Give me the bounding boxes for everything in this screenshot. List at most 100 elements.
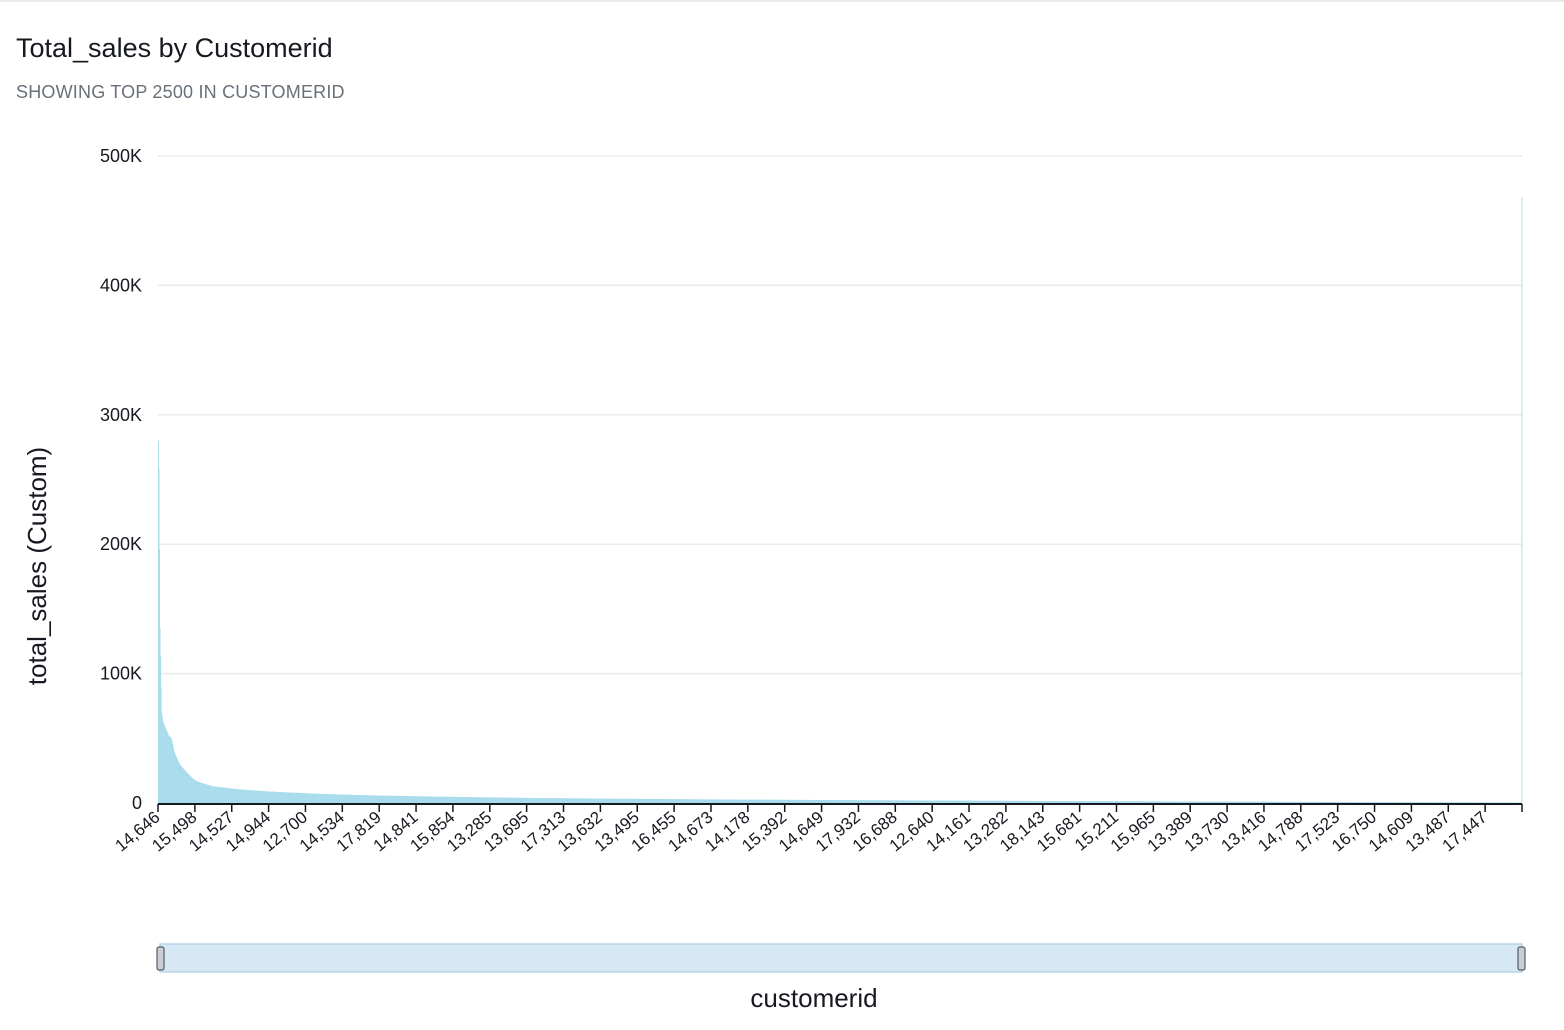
bar[interactable] <box>544 798 546 803</box>
bar[interactable] <box>1487 802 1488 803</box>
bar[interactable] <box>370 795 372 803</box>
bar[interactable] <box>1505 802 1506 803</box>
bar[interactable] <box>942 800 944 803</box>
bar[interactable] <box>1126 801 1128 803</box>
bar[interactable] <box>275 791 277 803</box>
bar[interactable] <box>870 800 871 803</box>
bar[interactable] <box>160 656 162 803</box>
bar[interactable] <box>408 796 410 803</box>
bar[interactable] <box>1208 801 1210 803</box>
bar[interactable] <box>523 797 524 803</box>
bar[interactable] <box>1380 802 1382 803</box>
bar[interactable] <box>791 799 793 803</box>
bar[interactable] <box>758 799 760 803</box>
bar[interactable] <box>248 790 249 803</box>
bar[interactable] <box>1039 800 1041 803</box>
bar[interactable] <box>937 800 939 803</box>
bar[interactable] <box>1084 801 1086 803</box>
bar[interactable] <box>240 789 242 804</box>
bar[interactable] <box>712 799 714 803</box>
bar[interactable] <box>1021 800 1023 803</box>
bar[interactable] <box>842 800 844 803</box>
bar[interactable] <box>698 799 700 803</box>
bar[interactable] <box>624 798 626 803</box>
bar[interactable] <box>611 798 613 803</box>
bar[interactable] <box>717 799 719 803</box>
bar[interactable] <box>1496 802 1498 803</box>
bar[interactable] <box>867 800 869 803</box>
bar[interactable] <box>939 800 941 803</box>
bar[interactable] <box>1390 802 1392 803</box>
bar[interactable] <box>367 795 369 803</box>
bar[interactable] <box>1107 801 1109 803</box>
bar[interactable] <box>1304 801 1306 803</box>
bar[interactable] <box>663 799 665 803</box>
bar[interactable] <box>1513 802 1515 803</box>
bar[interactable] <box>1302 801 1304 803</box>
bar[interactable] <box>239 789 241 803</box>
bar[interactable] <box>689 799 691 803</box>
bar[interactable] <box>952 800 954 803</box>
bar[interactable] <box>734 799 736 803</box>
bar[interactable] <box>1428 802 1430 803</box>
bar[interactable] <box>463 797 465 803</box>
bar[interactable] <box>994 800 996 803</box>
bar[interactable] <box>492 797 494 803</box>
bar[interactable] <box>824 800 826 803</box>
bar[interactable] <box>231 788 233 803</box>
bar[interactable] <box>680 799 682 803</box>
bar[interactable] <box>537 798 539 803</box>
bar[interactable] <box>806 799 808 803</box>
bar[interactable] <box>249 790 251 803</box>
bar[interactable] <box>549 798 551 803</box>
bar[interactable] <box>1107 801 1109 803</box>
bar[interactable] <box>522 797 524 803</box>
bar[interactable] <box>1401 802 1403 803</box>
bar[interactable] <box>1064 801 1066 803</box>
bar[interactable] <box>1023 800 1025 803</box>
bar[interactable] <box>306 793 308 803</box>
bar[interactable] <box>410 796 412 803</box>
bar[interactable] <box>1273 801 1275 803</box>
bar[interactable] <box>365 795 367 803</box>
bar[interactable] <box>1365 802 1367 803</box>
bar[interactable] <box>1152 801 1154 803</box>
bar[interactable] <box>470 797 472 803</box>
bar[interactable] <box>293 792 295 803</box>
bar[interactable] <box>307 793 309 803</box>
bar[interactable] <box>1132 801 1134 803</box>
bar[interactable] <box>274 791 276 803</box>
bar[interactable] <box>589 798 590 803</box>
bar[interactable] <box>466 797 468 803</box>
bar[interactable] <box>299 792 301 803</box>
bar[interactable] <box>908 800 910 803</box>
bar[interactable] <box>917 800 919 803</box>
bar[interactable] <box>1087 801 1089 803</box>
bar[interactable] <box>879 800 881 803</box>
bar[interactable] <box>1391 802 1392 803</box>
bar[interactable] <box>1440 802 1442 803</box>
bar[interactable] <box>458 796 460 803</box>
bar[interactable] <box>1031 800 1033 803</box>
bar[interactable] <box>1275 801 1277 803</box>
bar[interactable] <box>1380 802 1382 803</box>
bar[interactable] <box>379 795 381 803</box>
bar[interactable] <box>659 799 661 803</box>
bar[interactable] <box>697 799 699 803</box>
bar[interactable] <box>693 799 695 803</box>
bar[interactable] <box>1289 801 1290 803</box>
bar[interactable] <box>596 798 598 803</box>
bar[interactable] <box>1052 801 1054 803</box>
bar[interactable] <box>1426 802 1428 803</box>
bar[interactable] <box>1519 802 1521 803</box>
bar[interactable] <box>893 800 895 803</box>
bar[interactable] <box>776 799 778 803</box>
bar[interactable] <box>192 778 194 803</box>
bar[interactable] <box>775 799 776 803</box>
bar[interactable] <box>531 797 533 803</box>
bar[interactable] <box>926 800 928 803</box>
bar[interactable] <box>727 799 728 803</box>
bar[interactable] <box>1432 802 1434 803</box>
bar[interactable] <box>1279 801 1281 803</box>
bar[interactable] <box>1493 802 1494 803</box>
